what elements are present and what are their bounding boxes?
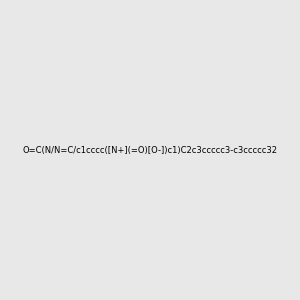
Text: O=C(N/N=C/c1cccc([N+](=O)[O-])c1)C2c3ccccc3-c3ccccc32: O=C(N/N=C/c1cccc([N+](=O)[O-])c1)C2c3ccc… [22,146,278,154]
